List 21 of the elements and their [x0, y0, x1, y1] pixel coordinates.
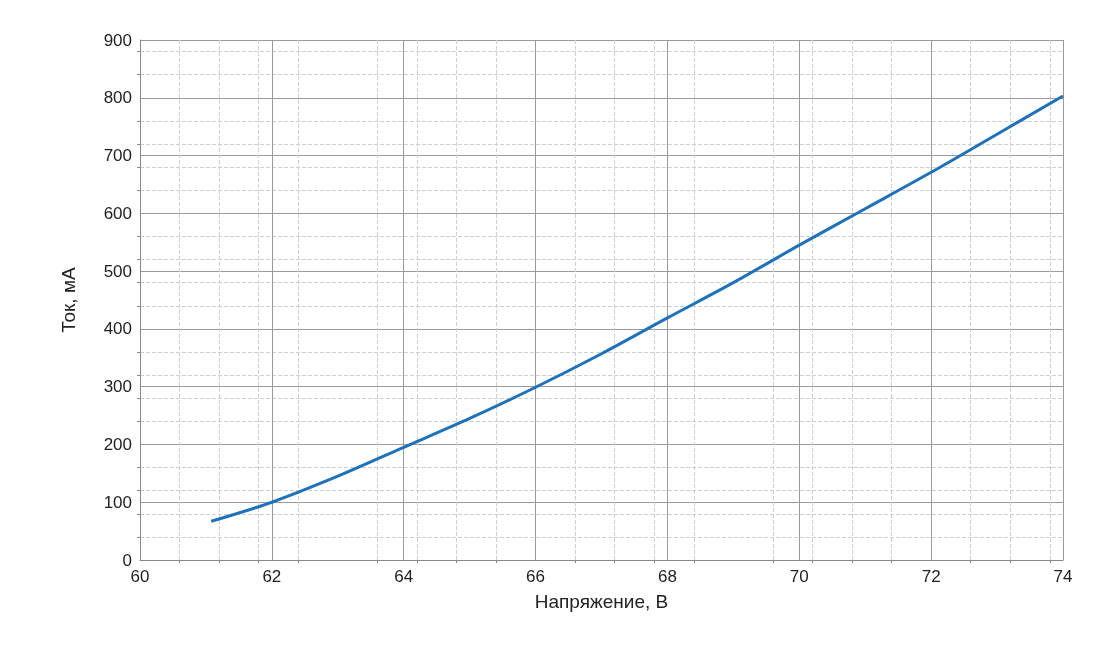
y-tick-label: 500: [103, 261, 132, 281]
y-tick-label: 600: [103, 203, 132, 223]
y-tick-label: 100: [103, 492, 132, 512]
x-tick-label: 72: [921, 567, 941, 586]
y-tick-label: 400: [103, 319, 132, 339]
x-tick-label: 62: [262, 567, 282, 586]
x-tick-label: 66: [526, 567, 546, 586]
y-tick-label: 900: [103, 30, 132, 50]
line-series: [209, 94, 1065, 523]
x-tick-label: 74: [1053, 567, 1073, 586]
y-tick-label: 700: [103, 146, 132, 166]
y-tick-label: 0: [122, 550, 132, 570]
x-tick-label: 60: [130, 567, 150, 586]
x-tick-label: 68: [657, 567, 677, 586]
y-tick-label: 800: [103, 88, 132, 108]
y-axis-title: Ток, мА: [58, 267, 79, 333]
y-tick-label: 200: [103, 434, 132, 454]
x-tick-label: 64: [394, 567, 414, 586]
y-tick-label: 300: [103, 377, 132, 397]
x-tick-label: 70: [789, 567, 809, 586]
x-axis-title: Напряжение, В: [534, 591, 669, 612]
